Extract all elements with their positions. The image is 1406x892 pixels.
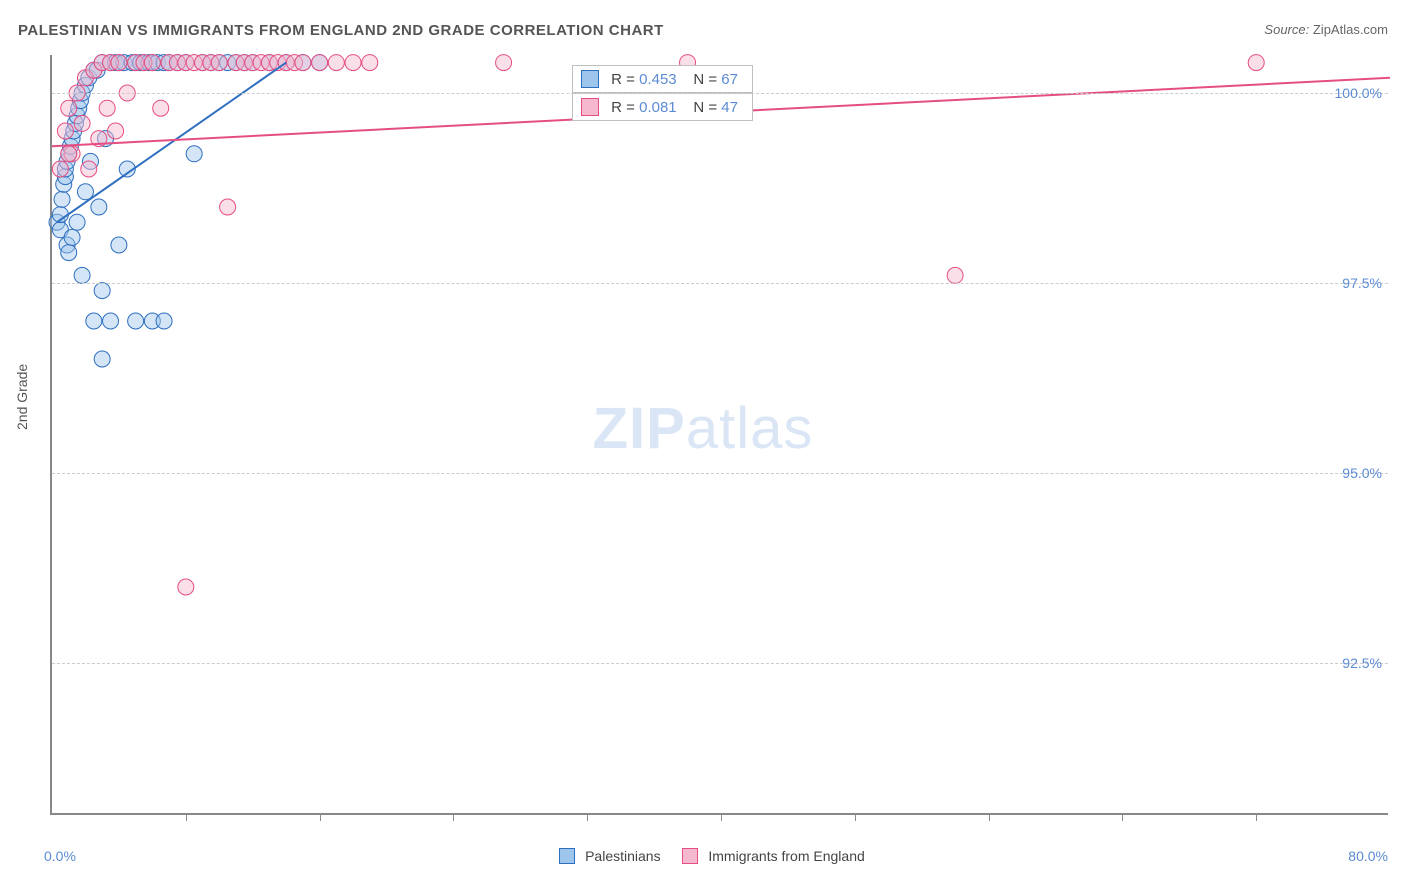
- y-tick-label: 100.0%: [1335, 85, 1382, 101]
- scatter-point: [69, 214, 85, 230]
- x-tick: [1122, 813, 1123, 821]
- swatch-series-2: [581, 98, 599, 116]
- scatter-point: [111, 55, 127, 71]
- x-tick: [989, 813, 990, 821]
- gridline-h: [52, 93, 1388, 94]
- scatter-point: [61, 100, 77, 116]
- scatter-point: [57, 123, 73, 139]
- swatch-series-1: [581, 70, 599, 88]
- legend-swatch-1: [559, 848, 575, 864]
- scatter-point: [328, 55, 344, 71]
- scatter-point: [1248, 55, 1264, 71]
- stat-box-series-1: R = 0.453 N = 67: [572, 65, 753, 93]
- scatter-point: [947, 267, 963, 283]
- scatter-point: [496, 55, 512, 71]
- scatter-point: [295, 55, 311, 71]
- scatter-point: [220, 199, 236, 215]
- x-tick: [721, 813, 722, 821]
- source-attribution: Source: ZipAtlas.com: [1264, 22, 1388, 37]
- n-value-2: 47: [721, 99, 738, 116]
- scatter-point: [153, 100, 169, 116]
- r-label-2: R =: [611, 99, 635, 116]
- legend-label-1: Palestinians: [585, 848, 661, 864]
- x-tick: [855, 813, 856, 821]
- y-tick-label: 97.5%: [1342, 275, 1382, 291]
- scatter-point: [64, 229, 80, 245]
- scatter-point: [128, 313, 144, 329]
- plot-area: R = 0.453 N = 67 R = 0.081 N = 47 92.5% 9…: [50, 55, 1388, 815]
- scatter-point: [103, 313, 119, 329]
- scatter-point: [144, 55, 160, 71]
- scatter-point: [186, 146, 202, 162]
- source-value: ZipAtlas.com: [1313, 22, 1388, 37]
- scatter-point: [54, 191, 70, 207]
- scatter-point: [312, 55, 328, 71]
- r-value-1: 0.453: [639, 71, 677, 88]
- x-tick: [453, 813, 454, 821]
- r-label-1: R =: [611, 71, 635, 88]
- gridline-h: [52, 283, 1388, 284]
- y-axis-title: 2nd Grade: [14, 364, 30, 430]
- scatter-point: [94, 351, 110, 367]
- y-tick-label: 92.5%: [1342, 655, 1382, 671]
- n-label-1: N =: [693, 71, 717, 88]
- scatter-point: [211, 55, 227, 71]
- scatter-point: [94, 283, 110, 299]
- y-tick-label: 95.0%: [1342, 465, 1382, 481]
- scatter-point: [111, 237, 127, 253]
- stat-box-series-2: R = 0.081 N = 47: [572, 93, 753, 121]
- legend-bottom: Palestinians Immigrants from England: [0, 848, 1406, 864]
- scatter-point: [99, 100, 115, 116]
- legend-label-2: Immigrants from England: [708, 848, 864, 864]
- x-tick: [320, 813, 321, 821]
- scatter-point: [52, 161, 68, 177]
- gridline-h: [52, 473, 1388, 474]
- scatter-point: [345, 55, 361, 71]
- n-value-1: 67: [721, 71, 738, 88]
- scatter-plot-svg: [52, 55, 1388, 813]
- x-tick: [1256, 813, 1257, 821]
- n-label-2: N =: [693, 99, 717, 116]
- scatter-point: [81, 161, 97, 177]
- legend-swatch-2: [682, 848, 698, 864]
- x-tick: [186, 813, 187, 821]
- scatter-point: [108, 123, 124, 139]
- r-value-2: 0.081: [639, 99, 677, 116]
- scatter-point: [362, 55, 378, 71]
- scatter-point: [156, 313, 172, 329]
- scatter-point: [74, 115, 90, 131]
- scatter-point: [178, 579, 194, 595]
- chart-title: PALESTINIAN VS IMMIGRANTS FROM ENGLAND 2…: [18, 22, 664, 39]
- scatter-point: [61, 245, 77, 261]
- scatter-point: [61, 146, 77, 162]
- scatter-point: [86, 313, 102, 329]
- x-tick: [587, 813, 588, 821]
- scatter-point: [74, 267, 90, 283]
- scatter-point: [91, 199, 107, 215]
- source-label: Source:: [1264, 22, 1309, 37]
- gridline-h: [52, 663, 1388, 664]
